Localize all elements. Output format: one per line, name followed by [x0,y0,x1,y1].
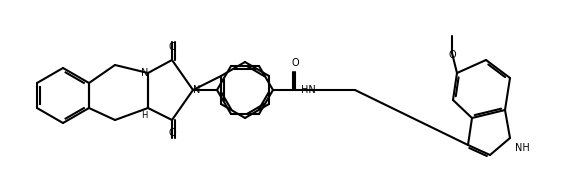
Text: N: N [140,68,148,78]
Text: H: H [142,111,148,120]
Text: O: O [291,58,299,68]
Text: O: O [448,50,456,60]
Text: HN: HN [301,85,316,95]
Text: O: O [168,128,176,138]
Text: NH: NH [515,143,530,153]
Text: N: N [193,85,200,95]
Text: O: O [168,42,176,52]
